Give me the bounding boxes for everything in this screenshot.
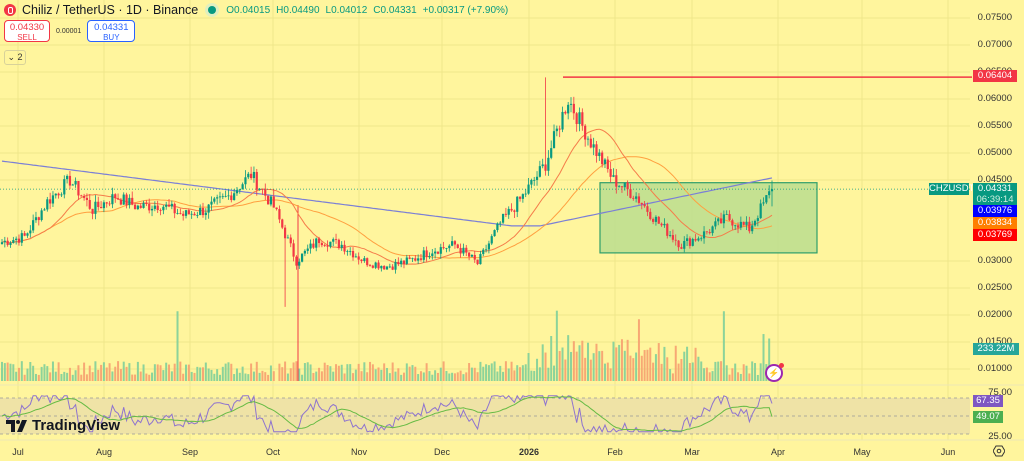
open-value: O0.04015 — [226, 4, 271, 16]
time-axis-label: Sep — [181, 447, 199, 457]
rsi-tag: 67.35 — [973, 395, 1003, 407]
last-price-tag: 0.04331 — [973, 183, 1017, 195]
price-axis-tick: 0.07000 — [977, 39, 1012, 50]
price-axis-tick: 0.01500 — [977, 336, 1012, 347]
resistance-price-tag: 0.06404 — [973, 70, 1017, 82]
tradingview-label: TradingView — [32, 417, 121, 434]
sell-button[interactable]: 0.04330 SELL — [4, 20, 50, 42]
time-axis-label: Jul — [12, 447, 24, 457]
price-axis-tick: 0.03000 — [977, 255, 1012, 266]
candlesticks — [0, 77, 774, 307]
range-rectangle[interactable] — [599, 182, 818, 254]
symbol-title[interactable]: Chiliz / TetherUS · 1D · Binance — [22, 3, 199, 17]
volume-tag: 233.22M — [973, 343, 1019, 355]
ma50-tag: 0.03834 — [973, 217, 1017, 229]
close-value: C0.04331 — [373, 4, 417, 16]
time-axis-label: Jun — [940, 447, 956, 457]
change-value: +0.00317 (+7.90%) — [422, 4, 509, 16]
time-axis-label: Oct — [265, 447, 281, 457]
price-axis-tick: 0.02500 — [977, 282, 1012, 293]
rsi-lines — [1, 394, 773, 434]
low-value: L0.04012 — [325, 4, 368, 16]
ma20-tag: 0.03769 — [973, 229, 1017, 241]
buy-price: 0.04331 — [94, 22, 129, 33]
time-axis-label: Dec — [433, 447, 451, 457]
countdown-tag: 06:39:14 — [973, 194, 1017, 206]
spread-value: 0.00001 — [56, 27, 82, 35]
time-axis-label: Aug — [95, 447, 113, 457]
sell-price: 0.04330 — [9, 22, 45, 33]
chiliz-logo-icon — [4, 4, 16, 16]
time-axis-label: Apr — [770, 447, 786, 457]
symbol-tag: CHZUSDT — [929, 183, 975, 195]
price-axis-tick: 0.05000 — [977, 147, 1012, 158]
time-axis-label: 2026 — [518, 447, 540, 457]
price-axis-tick: 75.00 — [988, 387, 1012, 398]
sell-label: SELL — [17, 33, 37, 42]
trade-panel: 0.04330 SELL 0.00001 0.04331 BUY — [4, 20, 136, 42]
alert-bolt-icon[interactable]: ⚡ — [765, 363, 784, 382]
buy-label: BUY — [103, 33, 120, 42]
settings-gear-icon[interactable] — [993, 445, 1005, 457]
price-axis-tick: 0.06000 — [977, 93, 1012, 104]
price-axis-tick: 0.07500 — [977, 12, 1012, 23]
time-axis-label: Mar — [684, 447, 700, 457]
time-axis-label: Nov — [350, 447, 368, 457]
price-axis-tick: 0.05500 — [977, 120, 1012, 131]
legend-header: Chiliz / TetherUS · 1D · Binance O0.0401… — [4, 3, 508, 17]
ma200-tag: 0.03976 — [973, 205, 1017, 217]
rsi-pane-background — [0, 397, 970, 435]
price-axis-tick: 25.00 — [988, 431, 1012, 442]
price-axis-tick: 0.01000 — [977, 363, 1012, 374]
time-axis-label: May — [853, 447, 871, 457]
indicators-collapse-button[interactable]: ⌄ 2 — [4, 50, 26, 65]
price-axis-tick: 0.02000 — [977, 309, 1012, 320]
buy-button[interactable]: 0.04331 BUY — [87, 20, 136, 42]
time-axis-label: Feb — [607, 447, 623, 457]
rsi-ma-tag: 49.07 — [973, 411, 1003, 423]
high-value: H0.04490 — [276, 4, 320, 16]
price-axis-tick: 0.04500 — [977, 174, 1012, 185]
market-open-icon — [208, 6, 217, 14]
tradingview-branding[interactable]: TradingView — [6, 417, 120, 434]
tradingview-logo-icon — [6, 419, 27, 432]
ohlc-values: O0.04015 H0.04490 L0.04012 C0.04331 +0.0… — [226, 5, 508, 16]
